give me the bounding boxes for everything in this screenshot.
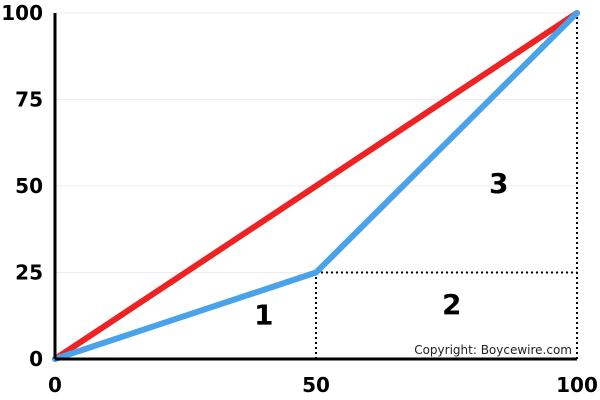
x-tick-label-50: 50: [302, 373, 330, 397]
series-line-2: [52, 10, 580, 362]
region-labels: 1 2 3: [254, 167, 508, 331]
gridlines: [55, 12, 577, 273]
y-tick-label-0: 0: [29, 347, 43, 371]
axes: [53, 13, 577, 361]
y-tick-label-100: 100: [1, 1, 43, 25]
y-tick-label-50: 50: [15, 174, 43, 198]
x-tick-label-100: 100: [556, 373, 598, 397]
region-label-2: 2: [442, 288, 461, 321]
series-lines: [52, 10, 580, 362]
y-tick-label-25: 25: [15, 261, 43, 285]
reference-lines: [315, 13, 578, 359]
series-line-1: [52, 10, 580, 362]
region-label-1: 1: [254, 298, 273, 331]
region-label-3: 3: [489, 167, 508, 200]
y-tick-label-75: 75: [15, 88, 43, 112]
x-tick-label-0: 0: [48, 373, 62, 397]
copyright-text: Copyright: Boycewire.com: [414, 343, 572, 357]
